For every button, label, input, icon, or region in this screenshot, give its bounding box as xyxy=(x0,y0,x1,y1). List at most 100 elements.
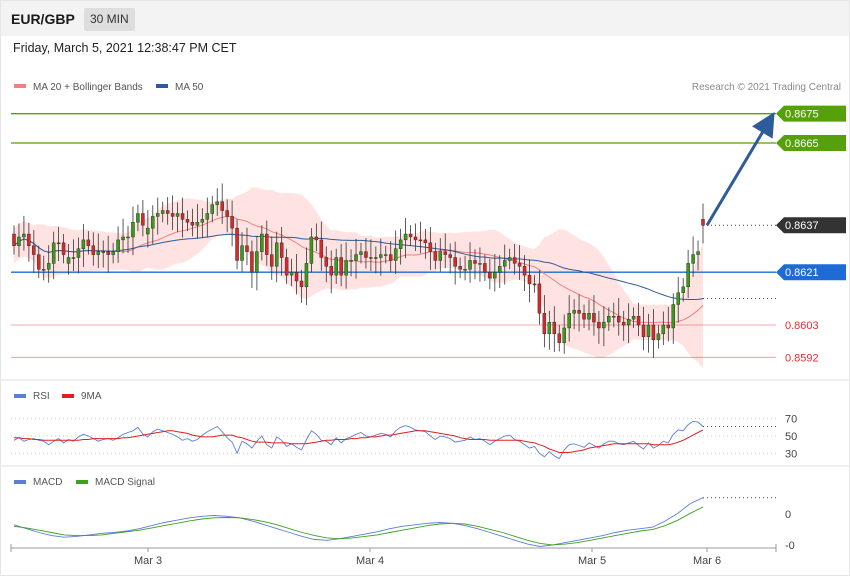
legend-macd-label: MACD xyxy=(33,477,62,488)
candle-body xyxy=(324,257,329,267)
timeframe-button[interactable]: 30 MIN xyxy=(84,8,135,31)
x-axis-label: Mar 4 xyxy=(356,555,384,567)
candle-body xyxy=(408,233,413,238)
candle-body xyxy=(314,236,319,241)
candle-body xyxy=(592,313,596,323)
candle-body xyxy=(106,251,110,255)
candle-body xyxy=(453,257,457,267)
bollinger-band xyxy=(14,187,703,369)
candle-body xyxy=(686,263,690,288)
candle-body xyxy=(473,260,477,264)
candle-body xyxy=(612,316,616,318)
candle-body xyxy=(701,219,705,226)
candle-body xyxy=(537,283,542,314)
candle-body xyxy=(626,318,631,326)
candle-body xyxy=(81,239,86,249)
candle-body xyxy=(91,245,96,255)
candle-body xyxy=(696,251,700,255)
candle-body xyxy=(403,233,408,241)
candle-body xyxy=(379,254,383,258)
candle-body xyxy=(661,324,666,335)
candle-body xyxy=(141,213,145,226)
candle-body xyxy=(398,239,403,249)
candle-body xyxy=(676,292,680,305)
candle-body xyxy=(200,219,205,223)
candle-body xyxy=(483,263,487,273)
rsi-9ma-line xyxy=(14,429,704,453)
candle-body xyxy=(17,236,21,246)
legend-macd-signal-swatch xyxy=(76,480,88,484)
candle-body xyxy=(359,251,363,255)
candle-body xyxy=(165,210,170,214)
candle-body xyxy=(567,313,571,329)
candle-body xyxy=(37,254,41,270)
candle-body xyxy=(245,245,249,252)
legend-ma50-label: MA 50 xyxy=(175,82,204,93)
candle-body xyxy=(384,254,388,256)
legend-rsi-swatch xyxy=(14,394,26,398)
candle-body xyxy=(552,321,557,335)
candle-body xyxy=(27,233,31,246)
candle-body xyxy=(170,213,175,217)
ma50-line xyxy=(13,233,704,300)
price-level-tag xyxy=(776,264,846,281)
candle-body xyxy=(577,310,581,314)
candle-body xyxy=(557,333,561,343)
candle-body xyxy=(512,257,517,264)
rsi-tick-label: 70 xyxy=(785,414,797,426)
candle-body xyxy=(349,260,353,262)
candle-body xyxy=(374,257,378,259)
candle-body xyxy=(423,239,428,244)
legend-macd-signal-label: MACD Signal xyxy=(95,477,155,488)
candle-body xyxy=(527,274,532,285)
price-level-label: 0.8675 xyxy=(785,109,819,121)
candle-body xyxy=(22,233,26,238)
macd-line xyxy=(13,497,704,547)
candle-body xyxy=(418,239,423,242)
candle-body xyxy=(507,257,512,261)
candle-body xyxy=(151,216,155,229)
price-level-tag xyxy=(776,105,846,122)
candle-body xyxy=(651,324,656,340)
candle-body xyxy=(502,260,507,267)
candle-body xyxy=(215,201,219,205)
candle-body xyxy=(76,248,81,258)
candle-body xyxy=(428,242,433,252)
timestamp: Friday, March 5, 2021 12:38:47 PM CET xyxy=(13,41,237,55)
candle-body xyxy=(101,251,105,253)
legend-9ma-swatch xyxy=(62,394,74,398)
candle-body xyxy=(66,257,71,264)
candle-body xyxy=(448,254,452,258)
candle-body xyxy=(220,201,224,211)
forecast-arrow xyxy=(705,111,775,226)
candle-body xyxy=(42,269,46,271)
candle-body xyxy=(210,204,215,214)
rsi-tick-label: 30 xyxy=(785,448,797,460)
candle-body xyxy=(364,251,368,258)
candle-body xyxy=(195,222,200,226)
candle-body xyxy=(458,266,462,270)
candle-body xyxy=(468,260,472,270)
candle-body xyxy=(532,283,537,286)
candle-body xyxy=(498,266,502,273)
price-level-label: 0.8603 xyxy=(785,320,819,332)
candle-body xyxy=(681,286,685,293)
candle-body xyxy=(12,233,16,246)
chart-header: EUR/GBP 30 MIN xyxy=(1,1,849,36)
candle-body xyxy=(160,210,165,214)
x-axis: Mar 3 Mar 4 Mar 5 Mar 6 xyxy=(10,544,777,567)
price-panel: 0.8675 0.8665 0.8637 0.8621 0.8603 0.8592 xyxy=(11,105,846,369)
candle-body xyxy=(131,222,135,238)
candle-body xyxy=(294,271,299,282)
candle-body xyxy=(240,245,244,261)
x-axis-label: Mar 3 xyxy=(134,555,162,567)
candle-body xyxy=(666,324,671,329)
candle-body xyxy=(121,236,125,241)
legend-macd-swatch xyxy=(14,480,26,484)
candle-body xyxy=(493,271,497,279)
candle-body xyxy=(284,257,289,276)
candle-body xyxy=(274,242,279,267)
candle-body xyxy=(463,269,467,271)
ma20-line xyxy=(13,215,704,324)
price-level-label: 0.8665 xyxy=(785,138,819,150)
